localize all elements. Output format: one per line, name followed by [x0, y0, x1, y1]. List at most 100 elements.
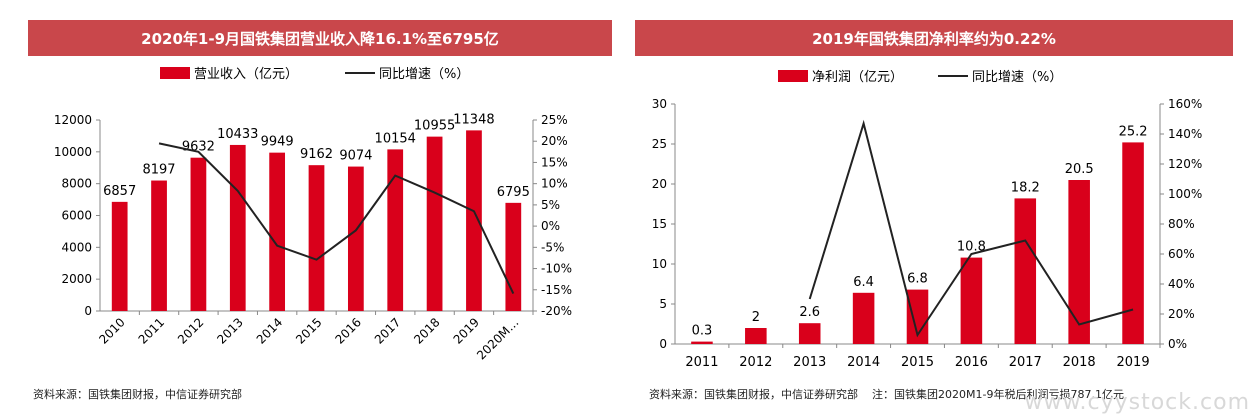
- revenue-bar-data-label: 9949: [261, 135, 294, 150]
- revenue-legend-bar-label: 营业收入（亿元）: [194, 67, 298, 82]
- profit-bar-data-label: 2: [752, 310, 760, 325]
- profit-bar-data-label: 0.3: [692, 324, 713, 339]
- revenue-bar-data-label: 9162: [300, 147, 333, 162]
- revenue-bar-data-label: 8197: [142, 163, 175, 178]
- profit-bar: [1122, 142, 1144, 344]
- profit-y-left-tick-label: 0: [659, 337, 667, 351]
- profit-y-left-tick-label: 30: [652, 97, 667, 111]
- profit-bar-data-label: 18.2: [1011, 180, 1040, 195]
- revenue-x-tick-label: 2020M…: [474, 315, 521, 362]
- profit-bar-data-label: 6.4: [853, 275, 874, 290]
- profit-y-right-tick-label: 60%: [1168, 247, 1195, 261]
- right-note-text: 注：国铁集团2020M1-9年税后利润亏损787.1亿元: [872, 388, 1124, 401]
- revenue-y-right-tick-label: -10%: [541, 262, 572, 276]
- revenue-y-right-tick-label: 5%: [541, 198, 560, 212]
- profit-y-right-tick-label: 80%: [1168, 217, 1195, 231]
- profit-y-right-tick-label: 140%: [1168, 127, 1202, 141]
- left-chart-title: 2020年1-9月国铁集团营业收入降16.1%至6795亿: [28, 20, 612, 56]
- revenue-y-right-tick-label: 0%: [541, 219, 560, 233]
- profit-bar-data-label: 2.6: [799, 305, 820, 320]
- profit-y-left-tick-label: 10: [652, 257, 667, 271]
- profit-y-right-tick-label: 20%: [1168, 307, 1195, 321]
- right-chart-title: 2019年国铁集团净利率约为0.22%: [635, 20, 1233, 56]
- revenue-y-left-tick-label: 8000: [61, 177, 92, 191]
- profit-bar-data-label: 25.2: [1119, 124, 1148, 139]
- revenue-y-left-tick-label: 10000: [54, 145, 92, 159]
- revenue-bar: [466, 130, 482, 311]
- revenue-y-left-tick-label: 6000: [61, 209, 92, 223]
- revenue-x-tick-label: 2018: [411, 315, 442, 346]
- watermark: www.cyystock.com: [1024, 390, 1250, 415]
- revenue-legend-bar-swatch: [160, 67, 190, 79]
- profit-x-tick-label: 2013: [793, 355, 826, 370]
- net-profit-chart: 净利润（亿元） 同比增速（%） 0 5 10 15 20 25 30 0% 20% 40% 60% 80%…: [652, 70, 1202, 370]
- profit-x-tick-label: 2012: [739, 355, 772, 370]
- revenue-x-tick-label: 2010: [96, 315, 127, 346]
- profit-bar: [745, 328, 767, 344]
- profit-y-right-tick-label: 160%: [1168, 97, 1202, 111]
- revenue-x-tick-label: 2017: [372, 315, 403, 346]
- profit-x-tick-label: 2015: [901, 355, 934, 370]
- revenue-bar: [308, 165, 325, 311]
- profit-y-right-tick-label: 0%: [1168, 337, 1187, 351]
- profit-bar-data-label: 10.8: [957, 240, 986, 255]
- profit-legend-bar-swatch: [778, 70, 808, 82]
- revenue-bar-data-label: 6795: [497, 185, 530, 200]
- profit-bar: [691, 341, 713, 344]
- profit-bar: [960, 257, 983, 344]
- revenue-bar: [190, 157, 207, 311]
- profit-y-right-tick-label: 100%: [1168, 187, 1202, 201]
- revenue-y-left-tick-label: 0: [84, 304, 92, 318]
- profit-y-left-tick-label: 5: [659, 297, 667, 311]
- revenue-x-tick-label: 2016: [332, 315, 363, 346]
- profit-y-left-tick-label: 25: [652, 137, 667, 151]
- revenue-legend-line-label: 同比增速（%）: [379, 67, 469, 82]
- revenue-bar-data-label: 9074: [339, 149, 372, 164]
- revenue-bar-data-label: 10154: [375, 131, 416, 146]
- revenue-bar-data-label: 11348: [453, 112, 494, 127]
- revenue-bar-data-label: 10955: [414, 119, 455, 134]
- revenue-bar: [151, 180, 167, 311]
- right-panel: 2019年国铁集团净利率约为0.22% 净利润（亿元） 同比增速（%） 0 5 10 15…: [620, 0, 1256, 419]
- revenue-bar: [426, 136, 443, 311]
- revenue-y-right-tick-label: -15%: [541, 283, 572, 297]
- revenue-bar: [505, 202, 522, 311]
- revenue-x-tick-label: 2012: [175, 315, 206, 346]
- revenue-y-right-tick-label: 25%: [541, 113, 568, 127]
- revenue-bar-data-label: 6857: [103, 184, 136, 199]
- profit-x-tick-label: 2011: [685, 355, 718, 370]
- revenue-x-tick-label: 2015: [293, 315, 324, 346]
- revenue-x-tick-label: 2014: [254, 315, 285, 346]
- revenue-y-right-tick-label: 20%: [541, 134, 568, 148]
- profit-x-tick-label: 2017: [1009, 355, 1042, 370]
- right-source-note: 资料来源：国铁集团财报，中信证券研究部 注：国铁集团2020M1-9年税后利润亏损…: [649, 386, 1124, 402]
- revenue-y-right-tick-label: -20%: [541, 304, 572, 318]
- profit-x-tick-label: 2014: [847, 355, 880, 370]
- right-source-text: 资料来源：国铁集团财报，中信证券研究部: [649, 388, 858, 401]
- revenue-y-left-tick-label: 12000: [54, 113, 92, 127]
- revenue-y-right-tick-label: 15%: [541, 155, 568, 169]
- revenue-bar: [347, 166, 364, 311]
- revenue-bar: [387, 149, 404, 311]
- revenue-bar-data-label: 10433: [217, 127, 258, 142]
- revenue-x-tick-label: 2011: [136, 315, 167, 346]
- profit-bar: [852, 292, 875, 344]
- profit-bar-data-label: 6.8: [907, 272, 928, 287]
- revenue-y-right-tick-label: 10%: [541, 177, 568, 191]
- profit-y-right-tick-label: 120%: [1168, 157, 1202, 171]
- revenue-x-tick-label: 2019: [451, 315, 482, 346]
- profit-bar-data-label: 20.5: [1065, 162, 1094, 177]
- left-panel: 2020年1-9月国铁集团营业收入降16.1%至6795亿 营业收入（亿元） 同比…: [0, 0, 620, 419]
- profit-y-left-tick-label: 20: [652, 177, 667, 191]
- revenue-bar: [269, 152, 286, 311]
- profit-bar: [906, 289, 929, 344]
- profit-y-left-tick-label: 15: [652, 217, 667, 231]
- profit-x-tick-label: 2018: [1063, 355, 1096, 370]
- revenue-y-left-tick-label: 4000: [61, 240, 92, 254]
- revenue-growth-line: [158, 142, 515, 295]
- revenue-bar: [111, 201, 128, 311]
- profit-y-right-tick-label: 40%: [1168, 277, 1195, 291]
- revenue-chart: 营业收入（亿元） 同比增速（%） 0 2000 4000 6000 8000 10000 120…: [54, 67, 572, 363]
- profit-bar: [1068, 180, 1090, 344]
- revenue-y-left-tick-label: 2000: [61, 272, 92, 286]
